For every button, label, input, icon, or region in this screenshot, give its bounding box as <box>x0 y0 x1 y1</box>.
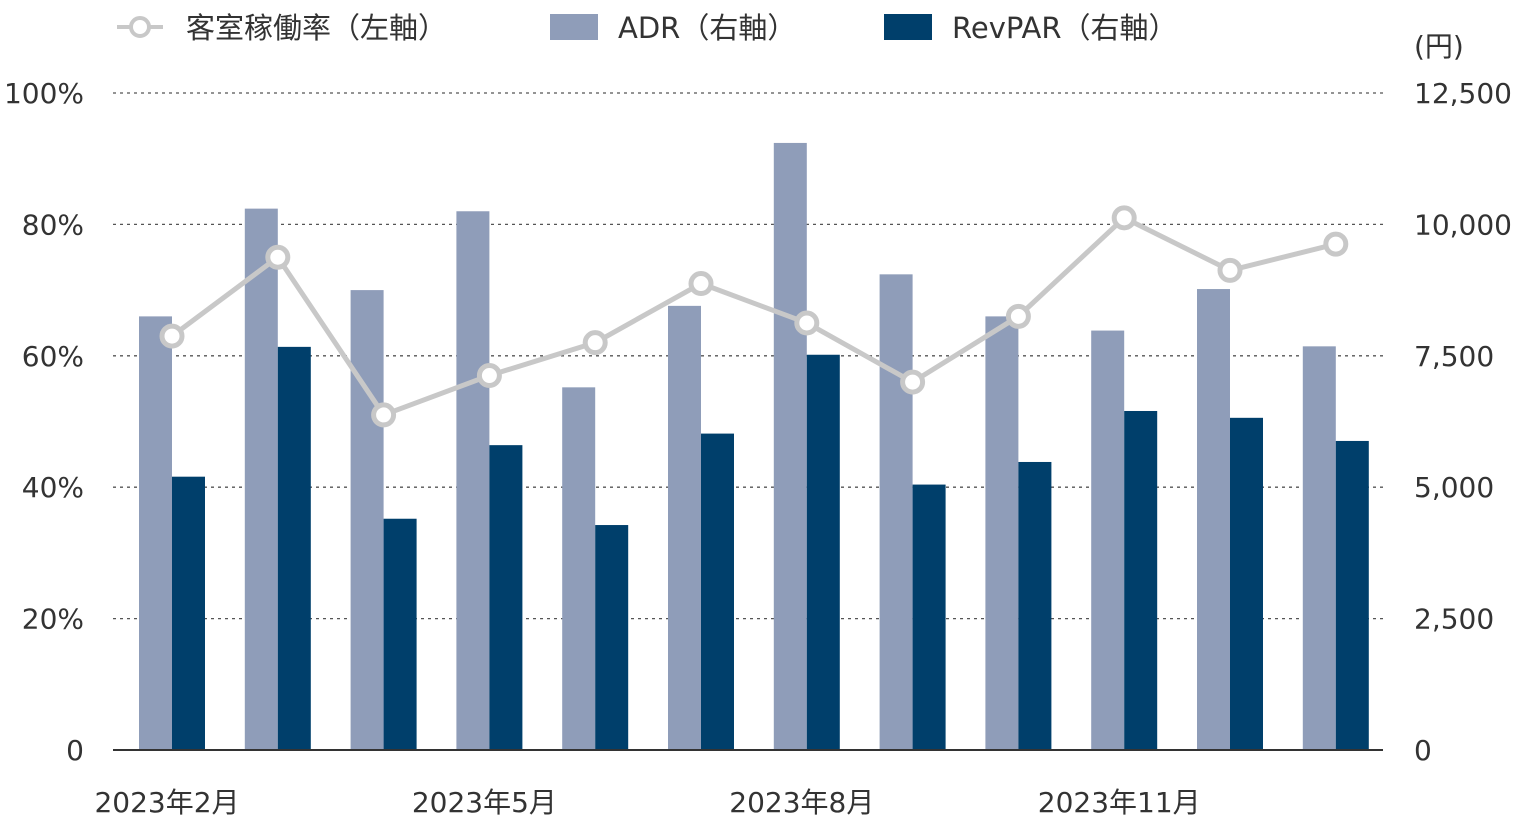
left-tick-label: 60% <box>22 340 84 373</box>
right-tick-label: 7,500 <box>1414 340 1494 373</box>
adr-bar <box>456 211 490 750</box>
occupancy-line-path <box>170 215 1337 418</box>
occupancy-point <box>371 402 397 428</box>
revpar-bar <box>595 525 629 750</box>
adr-bar <box>1302 346 1336 750</box>
revpar-bar <box>172 476 205 750</box>
right-tick-label: 12,500 <box>1414 77 1512 110</box>
legend: 客室稼働率（左軸） ADR（右軸） RevPAR（右軸） <box>117 11 1177 45</box>
legend-label-adr: ADR（右軸） <box>618 11 796 45</box>
revpar-bar <box>1230 417 1263 750</box>
occupancy-point <box>688 271 714 297</box>
adr-bar <box>139 316 172 750</box>
legend-adr-swatch <box>550 14 598 40</box>
occupancy-point <box>159 323 185 349</box>
occupancy-point <box>582 330 608 356</box>
left-tick-label: 20% <box>22 603 84 636</box>
revpar-bar <box>1018 461 1052 750</box>
adr-bar <box>1197 289 1230 750</box>
right-tick-label: 5,000 <box>1414 471 1494 504</box>
x-tick-label: 2023年8月 <box>729 786 874 819</box>
occupancy-point <box>1111 205 1137 231</box>
right-tick-label: 2,500 <box>1414 603 1494 636</box>
bars <box>139 142 1369 750</box>
left-tick-label: 80% <box>22 208 84 241</box>
occupancy-point <box>476 363 502 389</box>
revpar-bar <box>701 433 734 750</box>
adr-bar <box>879 274 913 750</box>
revpar-bar <box>277 346 311 750</box>
occupancy-point <box>794 310 820 336</box>
legend-label-revpar: RevPAR（右軸） <box>952 11 1177 45</box>
x-tick-label: 2023年11月 <box>1038 786 1201 819</box>
occupancy-point <box>1005 303 1031 329</box>
revpar-bar <box>1335 440 1369 750</box>
right-tick-label: 10,000 <box>1414 208 1512 241</box>
left-tick-label: 100% <box>4 77 84 110</box>
x-tick-label: 2023年5月 <box>412 786 557 819</box>
right-tick-label: 0 <box>1414 734 1432 767</box>
occupancy-line <box>159 205 1349 428</box>
right-axis-unit: (円) <box>1414 30 1464 63</box>
gridlines <box>113 92 1383 620</box>
left-tick-label: 40% <box>22 471 84 504</box>
x-tick-label: 2023年2月 <box>94 786 239 819</box>
adr-bar <box>668 305 701 750</box>
revpar-bar <box>912 484 946 750</box>
occupancy-point <box>900 369 926 395</box>
legend-revpar-swatch <box>884 14 932 40</box>
revpar-bar <box>489 445 523 750</box>
adr-bar <box>773 142 807 750</box>
adr-bar <box>1091 330 1125 750</box>
occupancy-point <box>1323 231 1349 257</box>
occupancy-point <box>1217 257 1243 283</box>
occupancy-point <box>265 244 291 270</box>
axes: 0 20% 40% 60% 80% 100% 0 2,500 5,000 7,500 10,000 1… <box>4 30 1512 819</box>
revpar-bar <box>1124 410 1158 750</box>
adr-bar <box>244 208 278 750</box>
revpar-bar <box>383 518 417 750</box>
adr-bar <box>562 387 596 750</box>
adr-bar <box>985 316 1019 750</box>
adr-bar <box>350 290 384 750</box>
left-tick-label: 0 <box>66 734 84 767</box>
legend-marker-swatch <box>129 16 151 38</box>
revpar-bar <box>806 354 840 750</box>
legend-label-occupancy: 客室稼働率（左軸） <box>186 11 447 45</box>
